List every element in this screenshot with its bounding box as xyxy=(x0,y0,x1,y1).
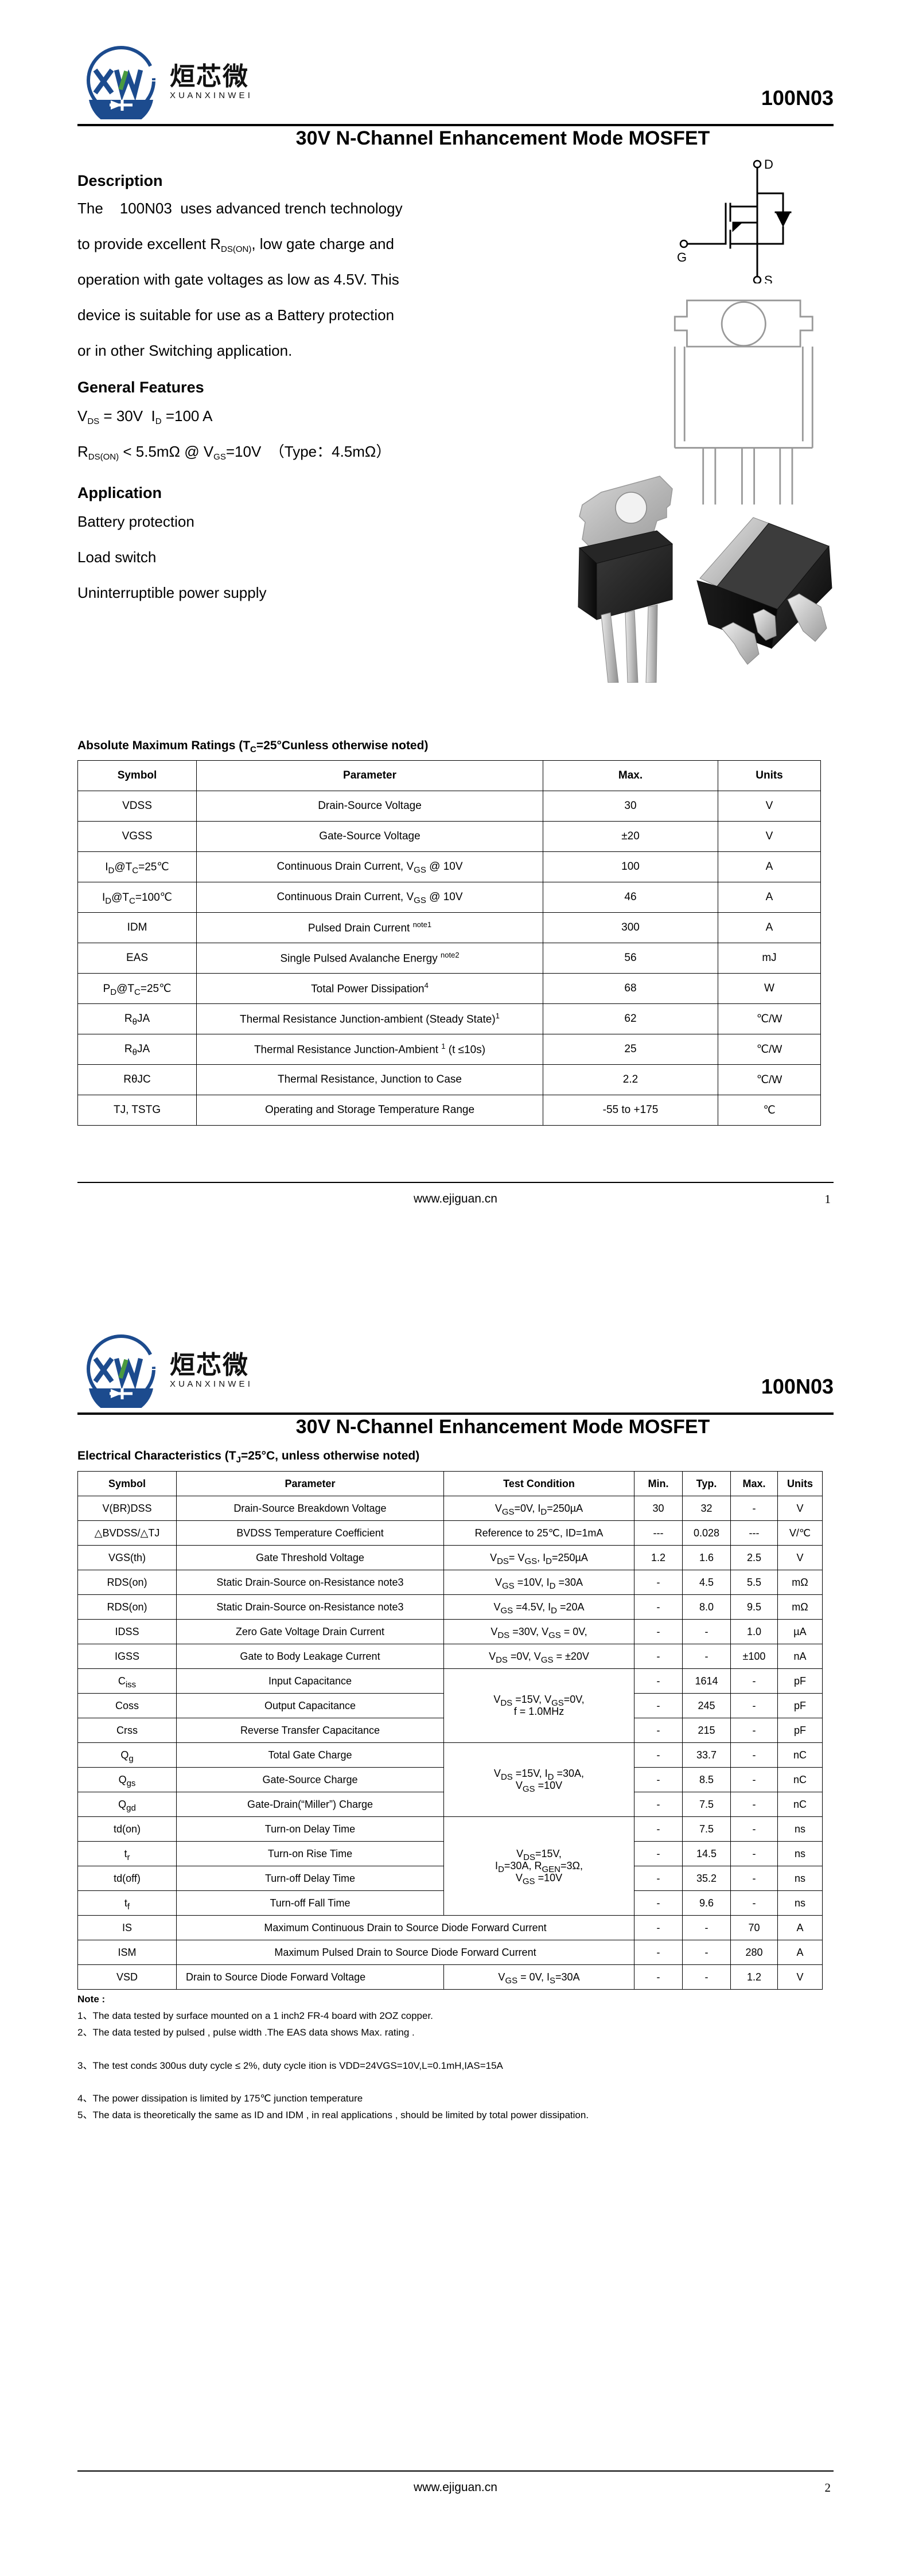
svg-text:D: D xyxy=(764,157,773,172)
svg-text:S: S xyxy=(764,273,773,283)
svg-text:G: G xyxy=(677,250,687,264)
